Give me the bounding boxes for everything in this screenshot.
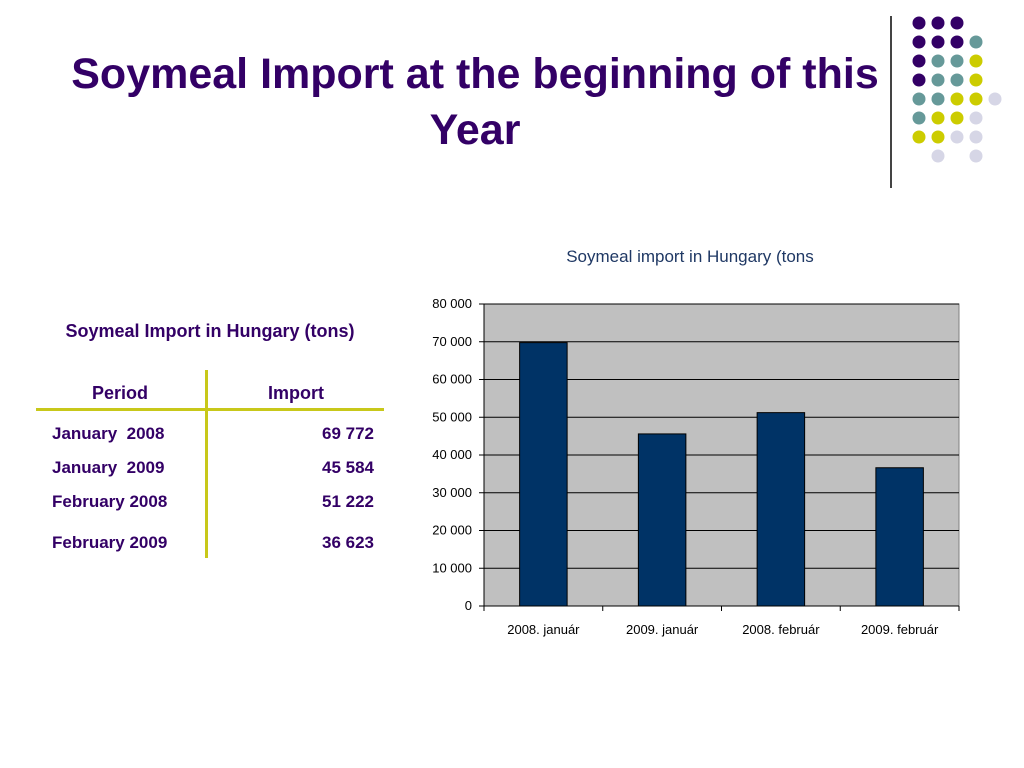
decorative-dot: [950, 92, 964, 106]
decorative-dot: [912, 111, 926, 125]
row-period: February 2008: [52, 492, 168, 511]
decorative-dot: [950, 130, 964, 144]
y-tick-label: 20 000: [432, 523, 472, 538]
row-import: 51 222: [322, 492, 374, 511]
decorative-dot: [931, 92, 945, 106]
decorative-dot: [950, 73, 964, 87]
x-tick-label: 2009. január: [626, 622, 699, 637]
y-tick-label: 50 000: [432, 409, 472, 424]
decorative-dot: [969, 35, 983, 49]
decorative-dot: [969, 130, 983, 144]
decorative-dot: [931, 149, 945, 163]
row-period: January 2008: [52, 424, 165, 443]
decorative-dot: [950, 111, 964, 125]
decorative-dot: [931, 111, 945, 125]
decorative-dot: [969, 73, 983, 87]
bar: [756, 412, 806, 607]
decorative-dot: [912, 73, 926, 87]
decorative-dot: [950, 35, 964, 49]
bar: [519, 342, 568, 607]
row-period: January 2009: [52, 458, 165, 477]
decorative-dot: [969, 54, 983, 68]
bar: [637, 433, 687, 607]
y-tick-label: 0: [465, 598, 472, 613]
decorative-dot: [931, 16, 945, 30]
decorative-dot: [931, 73, 945, 87]
decorative-dot: [969, 92, 983, 106]
table-column-rule: [205, 370, 208, 558]
decorative-dot: [988, 92, 1002, 106]
decorative-dot: [931, 130, 945, 144]
y-tick-label: 10 000: [432, 560, 472, 575]
decorative-dot: [912, 54, 926, 68]
row-import: 45 584: [322, 458, 374, 477]
y-tick-label: 60 000: [432, 372, 472, 387]
decorative-dot: [950, 54, 964, 68]
row-import: 69 772: [322, 424, 374, 443]
row-period: February 2009: [52, 533, 168, 552]
decorative-dot: [912, 130, 926, 144]
decorative-dot: [969, 149, 983, 163]
slide-title: Soymeal Import at the beginning of this …: [71, 50, 879, 154]
decorative-dot: [931, 35, 945, 49]
x-tick-label: 2008. január: [507, 622, 580, 637]
bar: [875, 467, 924, 607]
decorative-dot: [912, 16, 926, 30]
decorative-dot: [969, 111, 983, 125]
decorative-dot: [950, 16, 964, 30]
table-caption: Soymeal Import in Hungary (tons): [65, 321, 355, 341]
table-header-rule: [36, 408, 384, 411]
decorative-dot: [912, 92, 926, 106]
decorative-dot: [931, 54, 945, 68]
y-tick-label: 70 000: [432, 334, 472, 349]
y-tick-label: 30 000: [432, 485, 472, 500]
x-tick-label: 2008. február: [742, 622, 820, 637]
decorative-dots: [912, 16, 1002, 163]
row-import: 36 623: [322, 533, 374, 552]
header-period: Period: [91, 383, 148, 403]
divider-line: [890, 16, 892, 188]
x-tick-label: 2009. február: [861, 622, 939, 637]
header-import: Import: [268, 383, 324, 403]
chart-title: Soymeal import in Hungary (tons: [566, 247, 814, 266]
y-tick-label: 80 000: [432, 296, 472, 311]
decorative-dot: [912, 35, 926, 49]
y-tick-label: 40 000: [432, 447, 472, 462]
